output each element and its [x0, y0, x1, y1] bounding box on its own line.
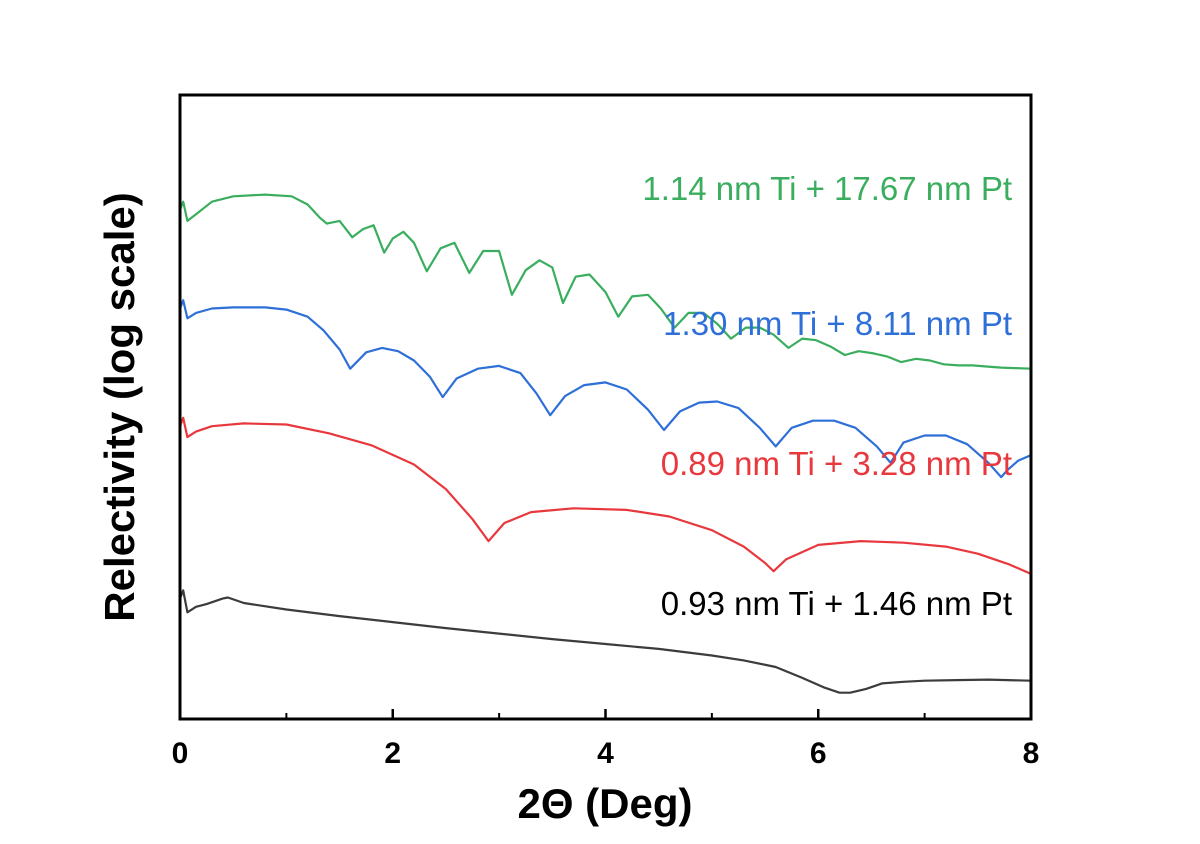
series-label-1: 1.30 nm Ti + 8.11 nm Pt — [663, 305, 1012, 342]
x-tick-label-2: 2 — [384, 737, 401, 770]
series-label-0: 1.14 nm Ti + 17.67 nm Pt — [642, 170, 1012, 207]
x-ticks: 0 2 4 6 8 — [172, 709, 1040, 770]
series-labels: 1.14 nm Ti + 17.67 nm Pt 1.30 nm Ti + 8.1… — [642, 170, 1012, 622]
series-label-3: 0.93 nm Ti + 1.46 nm Pt — [661, 585, 1012, 622]
series-line-2 — [178, 416, 1032, 575]
x-tick-label-0: 0 — [172, 737, 189, 770]
x-tick-label-8: 8 — [1023, 737, 1040, 770]
y-axis-title: Relectivity (log scale) — [96, 192, 143, 622]
x-tick-label-4: 4 — [597, 737, 614, 770]
series-line-1 — [178, 299, 1032, 479]
series-line-0 — [178, 193, 1032, 370]
series-label-2: 0.89 nm Ti + 3.28 nm Pt — [661, 445, 1012, 482]
x-axis-title: 2Θ (Deg) — [517, 780, 692, 827]
series-line-3 — [178, 589, 1032, 694]
series-layer — [178, 193, 1032, 694]
x-tick-label-6: 6 — [810, 737, 827, 770]
